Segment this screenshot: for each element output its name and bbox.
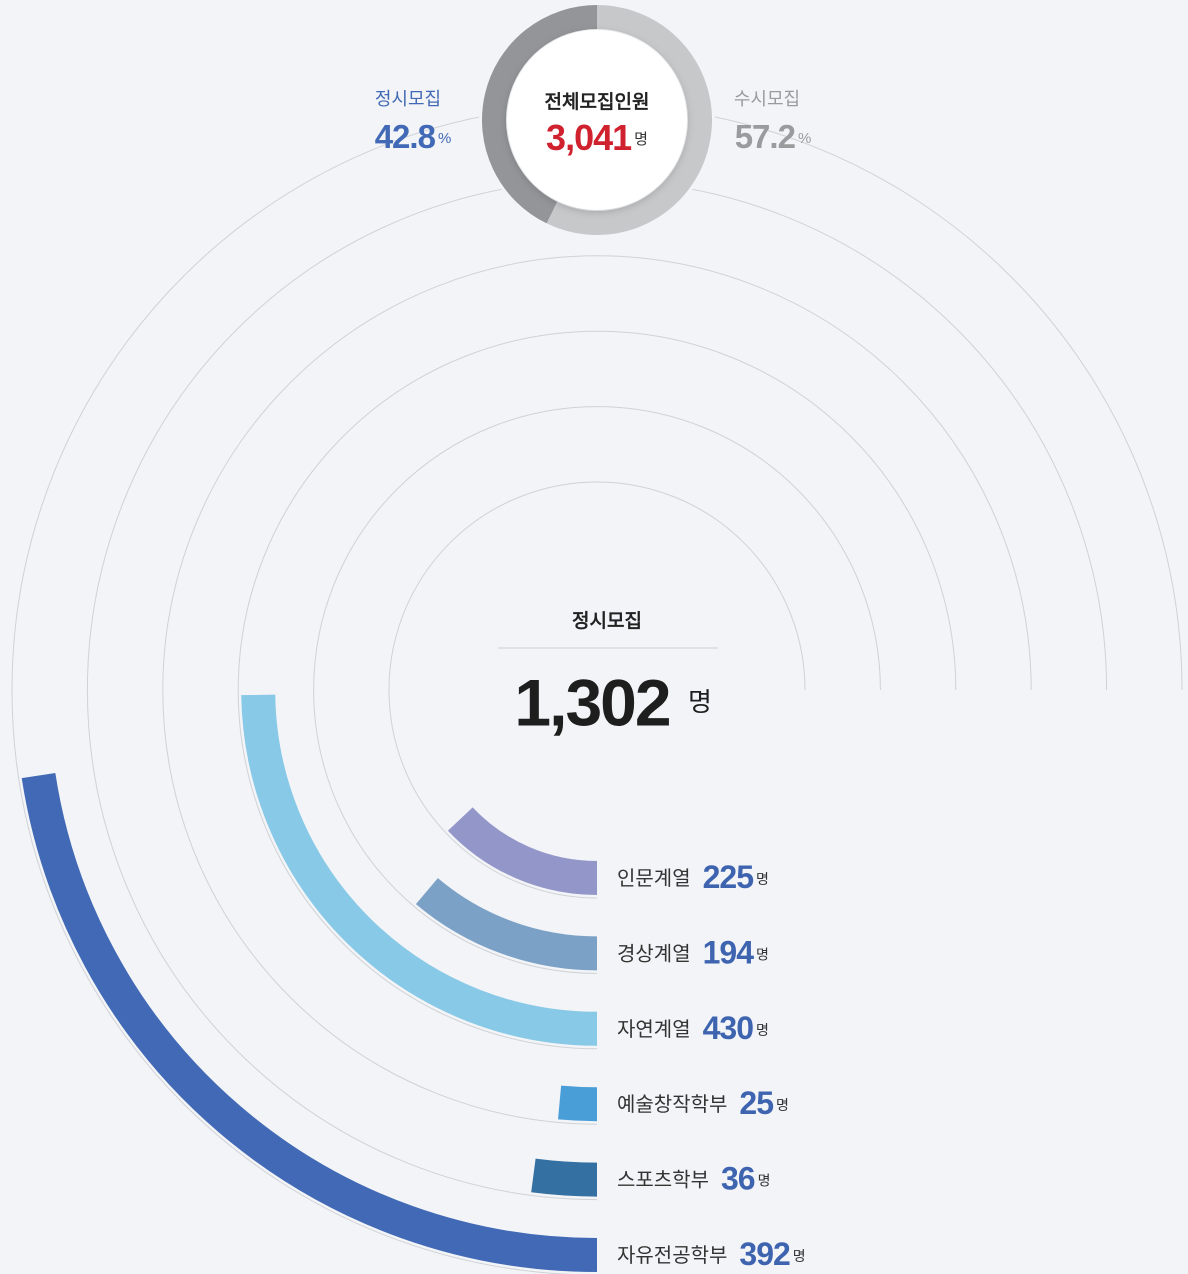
category-value: 194 <box>703 935 755 971</box>
category-unit: 명 <box>776 1097 789 1113</box>
bar <box>558 1085 598 1122</box>
category-label: 경상계열 194 명 <box>617 935 769 971</box>
bar <box>241 694 598 1046</box>
bar <box>21 772 598 1272</box>
summary-percent: 42.8 <box>375 118 436 155</box>
summary-total-value: 3,041 <box>546 117 632 158</box>
summary-series-value: 42.8% <box>375 118 452 155</box>
track <box>237 330 957 1050</box>
summary-series-name: 수시모집 <box>734 89 800 109</box>
summary-percent-unit: % <box>438 130 451 147</box>
track <box>162 255 1032 1125</box>
category-name: 경상계열 <box>617 943 691 966</box>
summary-label: 전체모집인원 <box>545 91 650 113</box>
summary-unit: 명 <box>634 131 648 148</box>
category-unit: 명 <box>793 1248 806 1264</box>
summary-series-name: 정시모집 <box>375 89 441 109</box>
bar <box>531 1158 598 1197</box>
category-name: 예술창작학부 <box>617 1093 727 1116</box>
category-label: 예술창작학부 25 명 <box>617 1086 789 1122</box>
bar <box>447 807 598 895</box>
track <box>11 104 1183 1274</box>
donut-center <box>507 30 687 210</box>
category-unit: 명 <box>756 1022 769 1038</box>
category-unit: 명 <box>758 1172 771 1188</box>
category-name: 자유전공학부 <box>617 1244 727 1267</box>
summary-total: 3,041 명 <box>546 117 648 158</box>
bar <box>415 877 598 971</box>
category-name: 자연계열 <box>617 1018 691 1041</box>
center-total: 1,302 <box>514 665 669 739</box>
summary-series-value: 57.2% <box>735 118 812 155</box>
donut-segment <box>546 5 712 235</box>
track <box>388 481 806 899</box>
category-name: 스포츠학부 <box>617 1169 709 1192</box>
category-label: 스포츠학부 36 명 <box>617 1161 770 1197</box>
category-label: 자유전공학부 392 명 <box>617 1236 806 1272</box>
category-value: 25 <box>739 1086 773 1122</box>
category-value: 36 <box>721 1161 755 1197</box>
category-unit: 명 <box>756 946 769 962</box>
track <box>86 179 1108 1201</box>
summary-percent: 57.2 <box>735 118 796 155</box>
center-title: 정시모집 <box>572 610 642 632</box>
category-unit: 명 <box>756 871 769 887</box>
category-value: 392 <box>739 1236 790 1272</box>
category-label: 인문계열 225 명 <box>617 859 769 895</box>
center-unit: 명 <box>688 687 712 717</box>
category-value: 225 <box>703 859 754 895</box>
category-value: 430 <box>703 1010 754 1046</box>
donut-segment <box>482 5 598 224</box>
track <box>313 406 881 974</box>
category-name: 인문계열 <box>617 867 691 890</box>
category-label: 자연계열 430 명 <box>617 1010 769 1046</box>
summary-percent-unit: % <box>798 130 811 147</box>
